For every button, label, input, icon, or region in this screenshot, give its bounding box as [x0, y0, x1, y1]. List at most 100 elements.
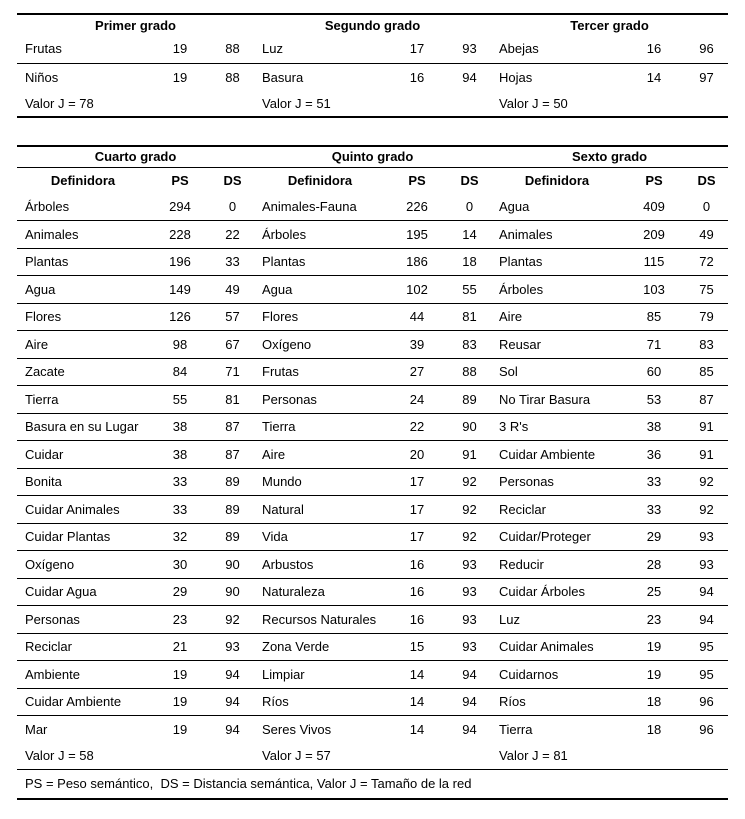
ps-cell: 21: [172, 639, 188, 655]
definidora-cell: Árboles: [262, 226, 307, 242]
ds-cell: 93: [462, 611, 477, 627]
ds-cell: 92: [699, 474, 714, 490]
grade-titles-row: Primer grado Segundo grado Tercer grado: [17, 14, 728, 35]
definidora-cell: Ríos: [262, 694, 289, 710]
definidora-cell: Basura en su Lugar: [25, 419, 139, 435]
definidora-cell: Cuidar Ambiente: [25, 694, 122, 710]
definidora-cell: Frutas: [262, 364, 299, 380]
definidora-cell: Natural: [262, 501, 304, 517]
ps-cell: 16: [646, 41, 662, 57]
table-row: Cuidar Ambiente 19 94 Ríos 14 94 Ríos 18 96: [17, 688, 729, 716]
definidora-cell: Plantas: [499, 254, 543, 270]
definidora-cell: Cuidarnos: [499, 666, 559, 682]
definidora-cell: Agua: [25, 281, 56, 297]
definidora-cell: Zacate: [25, 364, 65, 380]
ds-cell: 85: [699, 364, 714, 380]
definidora-cell: Aire: [499, 309, 523, 325]
table-row: Animales 228 22 Árboles 195 14 Animales 209 49: [17, 221, 729, 248]
ds-cell: 94: [462, 666, 477, 682]
ps-cell: 55: [172, 391, 188, 407]
definidora-cell: Seres Vivos: [262, 722, 332, 737]
definidora-cell: Hojas: [499, 69, 533, 85]
ds-cell: 93: [699, 556, 714, 572]
ds-cell: 67: [225, 336, 240, 352]
definidora-cell: Tierra: [262, 419, 296, 435]
ds-cell: 92: [699, 501, 714, 517]
ps-cell: 19: [172, 69, 188, 85]
ps-cell: 30: [172, 556, 188, 572]
ps-cell: 53: [646, 391, 662, 407]
ps-cell: 20: [409, 446, 425, 462]
ps-header: PS: [408, 172, 426, 188]
definidora-cell: Abejas: [499, 41, 539, 57]
ds-cell: 89: [225, 474, 240, 490]
definidora-cell: Aire: [262, 446, 286, 462]
table-row: Zacate 84 71 Frutas 27 88 Sol 60 85: [17, 358, 729, 386]
table-row: Bonita 33 89 Mundo 17 92 Personas 33 92: [17, 468, 729, 496]
definidora-cell: Cuidar/Proteger: [499, 529, 591, 545]
ds-cell: 94: [462, 69, 477, 85]
ds-cell: 57: [225, 309, 240, 325]
ds-cell: 95: [699, 666, 714, 682]
ds-cell: 92: [462, 501, 477, 517]
lower-table-body: Árboles 294 0 Animales-Fauna 226 0 Agua 409 0 Ani…: [17, 193, 729, 743]
definidora-cell: Reciclar: [499, 501, 546, 517]
ds-cell: 75: [699, 281, 714, 297]
definidora-header: Definidora: [50, 172, 116, 188]
definidora-cell: Recursos Naturales: [262, 611, 377, 627]
ds-cell: 94: [699, 611, 714, 627]
ps-cell: 71: [646, 336, 662, 352]
grade-title-quinto: Quinto grado: [331, 149, 414, 165]
ps-cell: 19: [646, 639, 662, 655]
definidora-cell: Agua: [499, 199, 530, 214]
definidora-cell: Flores: [262, 309, 299, 325]
ds-cell: 92: [462, 474, 477, 490]
ps-cell: 149: [169, 281, 191, 297]
grade-title-segundo: Segundo grado: [324, 17, 421, 33]
definidora-cell: Oxígeno: [262, 336, 312, 352]
ds-header: DS: [697, 172, 716, 188]
ds-cell: 97: [699, 69, 714, 85]
ps-cell: 18: [646, 694, 662, 710]
ps-cell: 38: [172, 419, 188, 435]
ds-cell: 88: [225, 41, 240, 57]
ps-cell: 33: [646, 501, 662, 517]
table-row: Aire 98 67 Oxígeno 39 83 Reusar 71 83: [17, 331, 729, 358]
ds-cell: 96: [699, 722, 714, 737]
table-row: Cuidar Animales 33 89 Natural 17 92 Reciclar 33…: [17, 496, 729, 523]
table-row: Cuidar Agua 29 90 Naturaleza 16 93 Cuidar Árbo…: [17, 578, 729, 606]
ps-cell: 209: [643, 226, 665, 242]
ds-cell: 18: [462, 254, 477, 270]
table-row: Ambiente 19 94 Limpiar 14 94 Cuidarnos 19 95: [17, 661, 729, 688]
ds-cell: 90: [225, 556, 240, 572]
ds-cell: 87: [225, 446, 240, 462]
definidora-cell: Sol: [499, 364, 518, 380]
valor-j-primer: Valor J = 78: [25, 96, 94, 111]
definidora-cell: Zona Verde: [262, 639, 330, 655]
definidora-cell: Árboles: [499, 281, 544, 297]
ps-cell: 32: [172, 529, 188, 545]
definidora-cell: Vida: [262, 529, 288, 545]
ps-cell: 103: [643, 281, 665, 297]
ps-cell: 126: [169, 309, 191, 325]
grade-title-cuarto: Cuarto grado: [94, 149, 177, 165]
ps-cell: 226: [406, 199, 428, 214]
ps-cell: 14: [409, 666, 425, 682]
ds-cell: 96: [699, 41, 714, 57]
ps-cell: 27: [409, 364, 425, 380]
ps-cell: 19: [172, 666, 188, 682]
ds-cell: 93: [699, 529, 714, 545]
ps-cell: 24: [409, 391, 425, 407]
lower-grades-table: Cuarto grado Quinto grado Sexto grado De…: [17, 145, 729, 800]
ps-cell: 18: [646, 722, 662, 737]
ps-cell: 22: [409, 419, 425, 435]
ps-cell: 38: [172, 446, 188, 462]
definidora-cell: Niños: [25, 69, 59, 85]
definidora-cell: Personas: [499, 474, 554, 490]
grade-title-primer: Primer grado: [95, 17, 176, 33]
definidora-cell: Animales: [25, 226, 79, 242]
definidora-cell: Cuidar Árboles: [499, 584, 586, 600]
ds-cell: 92: [225, 611, 240, 627]
ds-cell: 94: [462, 722, 477, 737]
